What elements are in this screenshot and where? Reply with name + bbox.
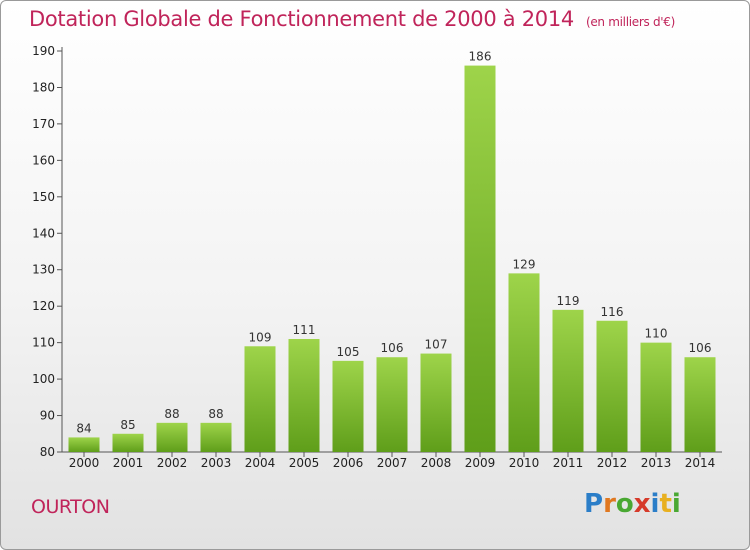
chart-subtitle: (en milliers d'€) xyxy=(585,15,675,29)
bar xyxy=(112,433,144,452)
commune-name: OURTON xyxy=(31,496,110,518)
x-tick-label: 2009 xyxy=(465,456,496,470)
logo-letter: P xyxy=(584,489,604,519)
bar-value-label: 88 xyxy=(164,407,179,421)
chart-title: Dotation Globale de Fonctionnement de 20… xyxy=(29,7,675,31)
logo-letter: r xyxy=(603,489,616,519)
x-tick-label: 2010 xyxy=(509,456,540,470)
x-tick-label: 2005 xyxy=(289,456,320,470)
bar-value-label: 106 xyxy=(381,341,404,355)
bar xyxy=(684,357,716,452)
x-tick-label: 2012 xyxy=(597,456,628,470)
y-tick-label: 110 xyxy=(32,336,55,350)
bar xyxy=(596,320,628,452)
bar xyxy=(332,360,364,452)
y-tick-label: 120 xyxy=(32,299,55,313)
y-tick-label: 100 xyxy=(32,372,55,386)
y-tick-label: 160 xyxy=(32,153,55,167)
bar xyxy=(640,342,672,452)
y-tick-label: 90 xyxy=(40,409,55,423)
bar-value-label: 110 xyxy=(645,327,668,341)
title-text: Dotation Globale de Fonctionnement de 20… xyxy=(29,7,574,31)
bar-value-label: 109 xyxy=(249,330,272,344)
bar xyxy=(420,353,452,452)
logo-letter: i xyxy=(671,489,681,519)
bar xyxy=(200,422,232,452)
bar xyxy=(156,422,188,452)
bar-value-label: 129 xyxy=(513,257,536,271)
y-tick-label: 140 xyxy=(32,226,55,240)
x-tick-label: 2011 xyxy=(553,456,584,470)
x-tick-label: 2008 xyxy=(421,456,452,470)
bar-value-label: 85 xyxy=(120,418,135,432)
y-tick-label: 170 xyxy=(32,117,55,131)
x-tick-label: 2006 xyxy=(333,456,364,470)
bar-value-label: 116 xyxy=(601,305,624,319)
y-tick-label: 190 xyxy=(32,44,55,58)
logo-letter: t xyxy=(659,489,672,519)
bars: 84 85 88 88 109 111 105 106 107 186 129 119 116 110 10… xyxy=(68,50,716,452)
bar-value-label: 106 xyxy=(689,341,712,355)
x-tick-label: 2003 xyxy=(201,456,232,470)
y-tick-label: 130 xyxy=(32,263,55,277)
logo-letter: i xyxy=(650,489,660,519)
bar xyxy=(464,65,496,452)
bar xyxy=(508,273,540,452)
bar-value-label: 119 xyxy=(557,294,580,308)
bar-value-label: 105 xyxy=(337,345,360,359)
x-tick-label: 2007 xyxy=(377,456,408,470)
x-tick-label: 2004 xyxy=(245,456,276,470)
x-tick-label: 2014 xyxy=(685,456,716,470)
bar-value-label: 88 xyxy=(208,407,223,421)
bar-value-label: 107 xyxy=(425,338,448,352)
bar xyxy=(552,309,584,452)
logo-letter: o xyxy=(615,489,634,519)
logo-letter: x xyxy=(633,489,651,519)
bar xyxy=(376,357,408,452)
bar xyxy=(244,346,276,452)
x-tick-label: 2002 xyxy=(157,456,188,470)
y-tick-label: 80 xyxy=(40,445,55,459)
x-tick-label: 2000 xyxy=(69,456,100,470)
proxiti-logo: Proxiti xyxy=(584,489,681,519)
axes: 80 90 100 110 120 130 140 150 160 170 180 190 2000 20… xyxy=(32,44,722,470)
bar-value-label: 111 xyxy=(293,323,316,337)
y-tick-label: 180 xyxy=(32,80,55,94)
x-tick-label: 2013 xyxy=(641,456,672,470)
bar xyxy=(288,338,320,452)
bar xyxy=(68,437,100,452)
y-tick-label: 150 xyxy=(32,190,55,204)
bar-value-label: 186 xyxy=(469,50,492,64)
bar-value-label: 84 xyxy=(76,421,91,435)
x-tick-label: 2001 xyxy=(113,456,144,470)
